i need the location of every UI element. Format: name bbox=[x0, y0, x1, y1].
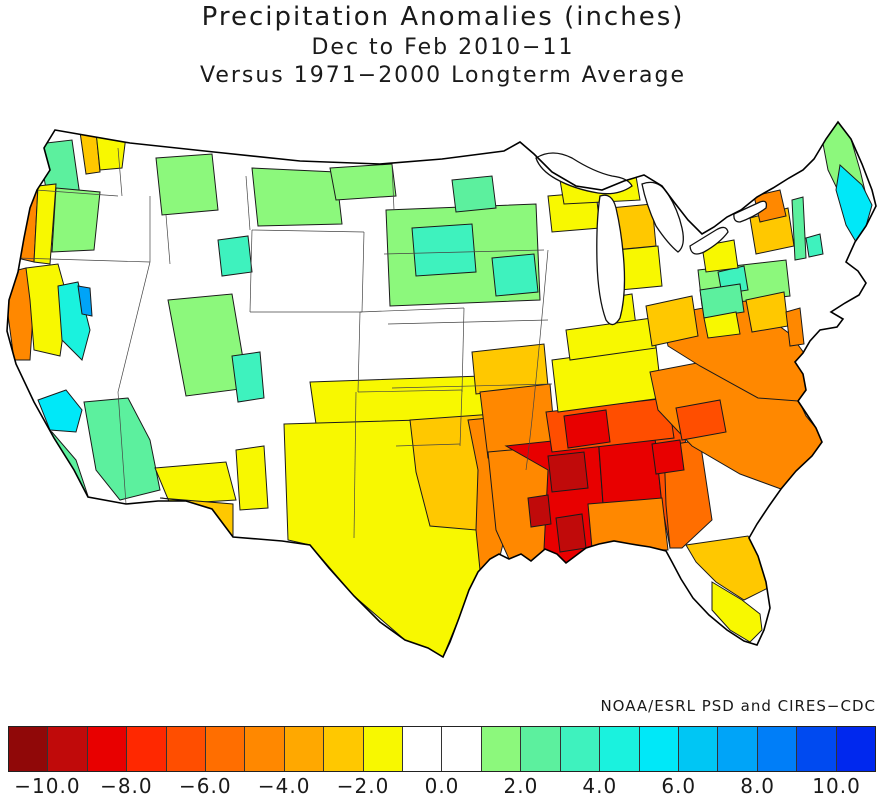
region-ca-central-yellow bbox=[25, 263, 69, 357]
region-wv-gold bbox=[645, 295, 699, 347]
colorbar-cell bbox=[717, 727, 757, 771]
colorbar-tick: 6.0 bbox=[661, 774, 697, 798]
colorbar-cell bbox=[86, 727, 127, 771]
colorbar-cell bbox=[835, 727, 875, 771]
subtitle-period: Dec to Feb 2010−11 bbox=[311, 35, 575, 60]
region-nd-green bbox=[329, 163, 397, 201]
region-nm-south-yellow bbox=[235, 445, 269, 511]
colorbar-cell bbox=[441, 727, 481, 771]
region-yellowstone-teal bbox=[217, 235, 253, 277]
region-or-coast-yellow bbox=[33, 183, 57, 265]
colorbar-cell bbox=[205, 727, 245, 771]
region-plains-teal-west bbox=[411, 223, 477, 277]
anomaly-regions bbox=[7, 122, 873, 657]
colorbar-cell bbox=[756, 727, 797, 771]
lake-superior bbox=[535, 152, 633, 195]
region-ut-teal bbox=[231, 351, 265, 403]
region-fl-panhandle-orange bbox=[587, 497, 669, 551]
us-outline-stroke bbox=[6, 120, 877, 659]
region-vt-green-strip bbox=[791, 196, 807, 261]
region-plains-teal-east bbox=[491, 253, 539, 297]
subtitle-baseline: Versus 1971−2000 Longterm Average bbox=[199, 63, 686, 88]
lake-erie bbox=[689, 226, 729, 255]
region-fl-south-yellow bbox=[711, 581, 763, 643]
colorbar-cell bbox=[126, 727, 166, 771]
region-tahoe-blue bbox=[77, 285, 93, 317]
colorbar-tick: −8.0 bbox=[100, 774, 153, 798]
region-tn-red bbox=[563, 409, 611, 449]
colorbar-cell bbox=[480, 727, 521, 771]
colorbar-cell bbox=[402, 727, 442, 771]
region-or-inland-green bbox=[51, 187, 101, 253]
great-lakes bbox=[535, 152, 768, 326]
lake-ontario bbox=[733, 200, 768, 223]
colorbar-cell bbox=[283, 727, 324, 771]
colorbar-cell bbox=[677, 727, 718, 771]
state-borders bbox=[16, 147, 553, 539]
colorbar-tick: 8.0 bbox=[740, 774, 776, 798]
region-mt-green bbox=[251, 167, 343, 227]
attribution-text: NOAA/ESRL PSD and CIRES−CDC bbox=[600, 697, 876, 715]
colorbar-tick-labels: −10.0 −8.0 −6.0 −4.0 −2.0 0.0 2.0 4.0 6.… bbox=[8, 774, 876, 798]
region-oh-valley-yellow bbox=[565, 317, 657, 361]
region-socal-cyan bbox=[37, 389, 83, 433]
page-title: Precipitation Anomalies (inches) bbox=[201, 2, 685, 32]
colorbar-tick: 4.0 bbox=[582, 774, 618, 798]
colorbar-tick: −10.0 bbox=[14, 774, 81, 798]
colorbar-cell bbox=[323, 727, 363, 771]
region-id-green bbox=[155, 153, 219, 216]
colorbar-tick: −4.0 bbox=[257, 774, 311, 798]
region-pa-green bbox=[699, 283, 745, 319]
lake-michigan bbox=[596, 194, 626, 326]
colorbar-cell bbox=[9, 727, 48, 771]
region-mn-green bbox=[451, 175, 497, 213]
colorbar-cell bbox=[599, 727, 639, 771]
region-nc-redorange bbox=[675, 399, 727, 441]
colorbar-cell bbox=[47, 727, 87, 771]
colorbar bbox=[8, 726, 876, 772]
region-nh-teal bbox=[805, 233, 824, 258]
colorbar-tick: −6.0 bbox=[178, 774, 232, 798]
colorbar-tick: −2.0 bbox=[336, 774, 390, 798]
colorbar-cell bbox=[796, 727, 836, 771]
colorbar-cell bbox=[244, 727, 284, 771]
colorbar-cell bbox=[559, 727, 600, 771]
colorbar-tick: 0.0 bbox=[424, 774, 460, 798]
colorbar-tick: 10.0 bbox=[812, 774, 861, 798]
colorbar-cell bbox=[362, 727, 403, 771]
region-nwga-red bbox=[651, 439, 685, 475]
region-nj-orange bbox=[785, 307, 805, 347]
colorbar-cell bbox=[638, 727, 678, 771]
region-pa-yellow-2 bbox=[703, 311, 741, 339]
colorbar-cell bbox=[165, 727, 206, 771]
colorbar-tick: 2.0 bbox=[503, 774, 539, 798]
colorbar-cell bbox=[520, 727, 560, 771]
region-la-darkred bbox=[527, 494, 552, 528]
region-az-south-yellow bbox=[154, 461, 237, 505]
region-ms-darkred-south bbox=[555, 513, 587, 553]
region-ms-darkred-north bbox=[547, 451, 589, 493]
